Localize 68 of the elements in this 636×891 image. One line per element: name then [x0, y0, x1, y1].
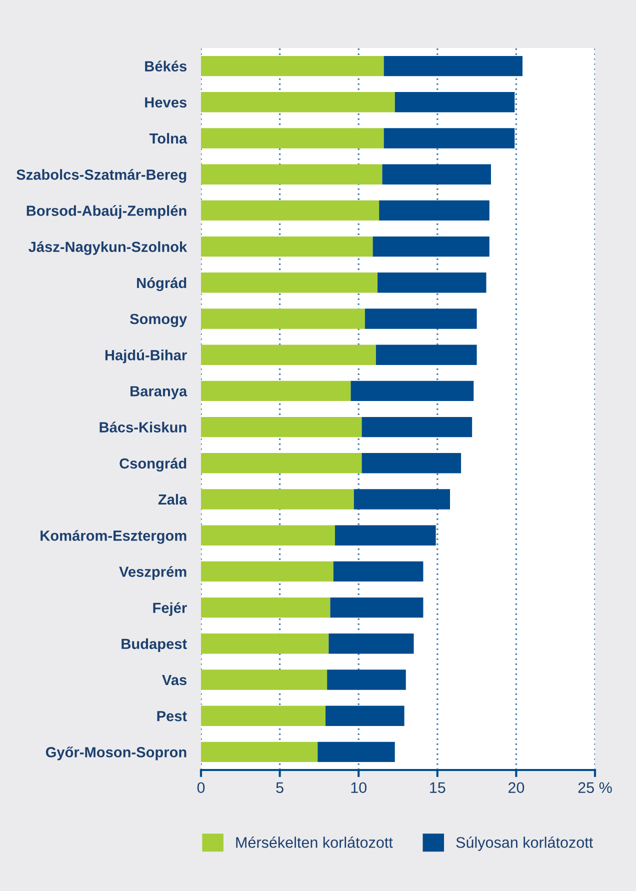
- bar: [384, 56, 523, 76]
- bar: [327, 670, 406, 690]
- y-tick-label: Zala: [158, 494, 188, 505]
- y-tick-label: Komárom-Esztergom: [40, 530, 186, 544]
- bar: [201, 344, 376, 365]
- x-tick-label: 0: [197, 782, 205, 794]
- bar: [350, 380, 474, 402]
- bar: [334, 525, 436, 546]
- x-tick-label: 10: [351, 782, 366, 794]
- y-tick-label: Csongrád: [120, 458, 186, 472]
- y-tick-label: Budapest: [122, 638, 187, 652]
- bar: [378, 272, 486, 293]
- bar: [201, 380, 351, 402]
- y-tick-label: Somogy: [130, 314, 188, 328]
- bar: [372, 236, 490, 257]
- bar: [362, 416, 472, 438]
- y-tick-label: Bács-Kiskun: [100, 422, 186, 432]
- bar: [201, 200, 380, 221]
- y-tick-label: Baranya: [130, 386, 188, 400]
- y-tick-label: Pest: [157, 711, 187, 722]
- y-tick-label: Vas: [162, 675, 187, 686]
- bar: [328, 634, 414, 654]
- y-tick-label: Nógrád: [137, 277, 186, 292]
- bar: [201, 308, 365, 329]
- y-tick-label: Békés: [145, 60, 187, 72]
- bar: [201, 128, 384, 148]
- y-tick-label: Szabolcs-Szatmár-Bereg: [16, 169, 186, 183]
- bar: [201, 236, 373, 257]
- bar: [201, 742, 318, 762]
- bar: [382, 164, 491, 184]
- x-tick-label: 15: [430, 782, 446, 794]
- y-tick-label: Borsod-Abaúj-Zemplén: [26, 205, 186, 219]
- y-tick-label: Tolna: [149, 132, 188, 144]
- bar: [201, 416, 362, 438]
- bar: [394, 92, 515, 112]
- bar: [201, 670, 328, 690]
- y-tick-label: Veszprém: [119, 566, 186, 580]
- legend-label: Mérsékelten korlátozott: [236, 836, 393, 848]
- bar: [376, 344, 477, 365]
- y-tick-label: Jász-Nagykun-Szolnok: [28, 241, 188, 255]
- bar: [201, 272, 378, 293]
- bar: [354, 489, 450, 510]
- bar: [201, 525, 335, 546]
- legend-label: Súlyosan korlátozott: [456, 836, 594, 851]
- bar: [201, 561, 334, 582]
- x-tick-label: 25 %: [578, 782, 612, 794]
- bar: [326, 706, 404, 726]
- bar: [201, 634, 329, 654]
- bar: [201, 92, 395, 112]
- y-tick-label: Fejér: [153, 602, 187, 616]
- bar: [379, 200, 490, 221]
- y-tick-label: Heves: [145, 97, 187, 108]
- bar: [201, 597, 330, 618]
- bar: [364, 308, 477, 329]
- bar: [362, 453, 462, 474]
- y-tick-label: Hajdú-Bihar: [105, 350, 187, 364]
- bar: [201, 164, 382, 184]
- bar: [201, 489, 354, 510]
- bar: [384, 128, 515, 148]
- bar: [201, 453, 362, 474]
- bar: [318, 742, 395, 762]
- bar: [201, 56, 384, 76]
- bar: [330, 597, 424, 618]
- x-tick-label: 20: [508, 782, 524, 794]
- bar: [333, 561, 424, 582]
- bar: [201, 706, 326, 726]
- y-tick-label: Győr-Moson-Sopron: [46, 746, 186, 760]
- x-tick-label: 5: [276, 782, 284, 794]
